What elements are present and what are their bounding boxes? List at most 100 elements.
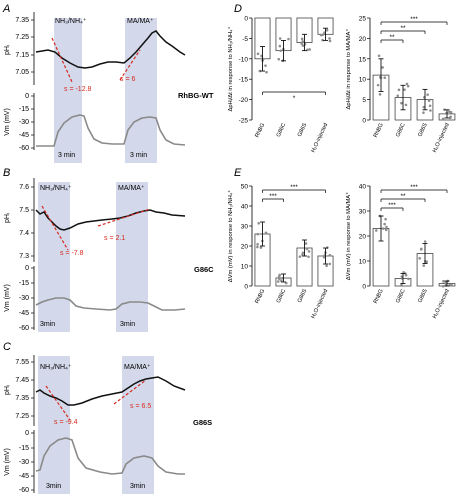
data-point [305, 247, 309, 251]
data-point [325, 264, 328, 268]
duration-label-1: 3min [40, 321, 55, 328]
duration-label-2: 3min [120, 321, 135, 328]
pulse-label-1: NH₃/NH₄⁺ [40, 364, 72, 371]
vm-tick: -15 [19, 445, 29, 452]
panel-letter-d: D [234, 3, 242, 15]
data-point [450, 283, 453, 287]
pulse-label-1: NH₃/NH₄⁺ [40, 185, 72, 192]
y-axis-label: ΔpHᵢ/Δt in response to NH₃/NH₄⁺ [227, 26, 234, 111]
ph-tick: 7.45 [15, 377, 29, 384]
panel-letter-a: A [2, 3, 10, 15]
slope-line-2 [97, 208, 151, 227]
data-point [307, 255, 310, 259]
vm-axis-label: Vm (mV) [4, 284, 11, 312]
data-point [277, 57, 281, 61]
category-label: G86C [276, 122, 288, 138]
data-point [276, 280, 280, 283]
y-tick-label: -25 [239, 118, 249, 125]
pulse-shade-2 [116, 182, 148, 332]
vm-tick: -45 [19, 473, 29, 480]
data-point [328, 253, 332, 257]
category-label: G86C [395, 122, 407, 138]
data-point [377, 54, 381, 58]
pulse-shade-1 [38, 356, 70, 494]
y-tick-label: 50 [241, 184, 249, 191]
vm-axis-label: Vm (mV) [4, 448, 11, 476]
data-point [277, 275, 281, 279]
data-point [326, 246, 329, 249]
slope-label-1: s = -7.8 [60, 250, 84, 257]
data-point [385, 225, 388, 229]
y-tick-label: 5 [362, 97, 366, 104]
data-point [449, 110, 453, 114]
category-label: H₂O-injected [310, 122, 329, 153]
data-point [280, 279, 283, 283]
data-point [384, 217, 387, 221]
category-label: G86S [297, 122, 309, 138]
y-tick-label: -15 [239, 77, 249, 84]
data-point [422, 105, 426, 109]
ph-trace [35, 376, 186, 406]
y-tick-label: -20 [239, 97, 249, 104]
y-tick-label: 20 [359, 234, 367, 241]
data-point [264, 64, 267, 67]
data-point [423, 240, 427, 243]
data-point [256, 232, 260, 236]
category-label: H₂O-injected [432, 122, 451, 153]
data-point [449, 115, 452, 119]
significance-label: *** [269, 193, 277, 200]
ph-tick: 7.4 [19, 230, 29, 237]
data-point [383, 76, 387, 80]
data-point [376, 83, 380, 87]
pulse-shade-1 [38, 182, 70, 332]
data-point [259, 246, 263, 249]
data-point [284, 281, 288, 285]
data-point [328, 39, 332, 43]
significance-label: *** [388, 202, 396, 209]
y-tick-label: 10 [359, 259, 367, 266]
data-point [264, 231, 268, 235]
data-point [278, 37, 282, 40]
data-point [287, 37, 290, 41]
y-axis-label: ΔpHᵢ/Δt in response to MA/MA⁺ [345, 29, 352, 110]
y-tick-label: 0 [244, 16, 248, 23]
pulse-label-2: MA/MA⁺ [124, 364, 151, 371]
slope-label-2: s = 6 [120, 76, 135, 83]
category-label: G86C [276, 288, 288, 304]
y-tick-label: 0 [362, 284, 366, 291]
vm-tick: -60 [19, 145, 29, 152]
slope-line-1 [51, 37, 73, 83]
vm-tick: -15 [19, 280, 29, 287]
duration-label-1: 3 min [58, 152, 75, 159]
y-tick-label: -10 [239, 56, 249, 63]
data-point [429, 109, 432, 112]
pulse-shade-2 [122, 356, 154, 494]
data-point [425, 260, 429, 264]
data-point [405, 82, 409, 86]
data-point [374, 229, 378, 232]
category-label: H₂O-injected [310, 288, 329, 319]
y-tick-label: -5 [242, 36, 248, 43]
data-point [404, 103, 408, 107]
y-tick-label: 15 [359, 56, 367, 63]
ph-tick: 7.55 [15, 359, 29, 366]
y-axis-label: ΔVm (mV) in response to NH₃/NH₄⁺ [227, 190, 234, 283]
ph-tick: 7.5 [19, 207, 29, 214]
bar-chart-e-right: 40 30 20 10 0 ΔVm (mV) in response to MA/MA⁺ R… [345, 184, 456, 320]
data-point [384, 228, 388, 232]
slope-label-2: s = 6.5 [130, 403, 151, 410]
significance-label: * [293, 95, 296, 102]
category-label: G86S [417, 288, 429, 304]
data-point [402, 271, 405, 274]
data-point [381, 227, 385, 230]
genotype-label: G86S [193, 418, 212, 427]
ph-tick: 7.6 [19, 184, 29, 191]
data-point [407, 277, 410, 281]
y-tick-label: 0 [362, 118, 366, 125]
slope-label-2: s = 2.1 [104, 235, 125, 242]
panel-letter-b: B [3, 167, 10, 179]
data-point [319, 33, 323, 37]
category-label: G86S [297, 288, 309, 304]
vm-tick: -15 [19, 106, 29, 113]
ph-tick: 7.05 [15, 69, 29, 76]
